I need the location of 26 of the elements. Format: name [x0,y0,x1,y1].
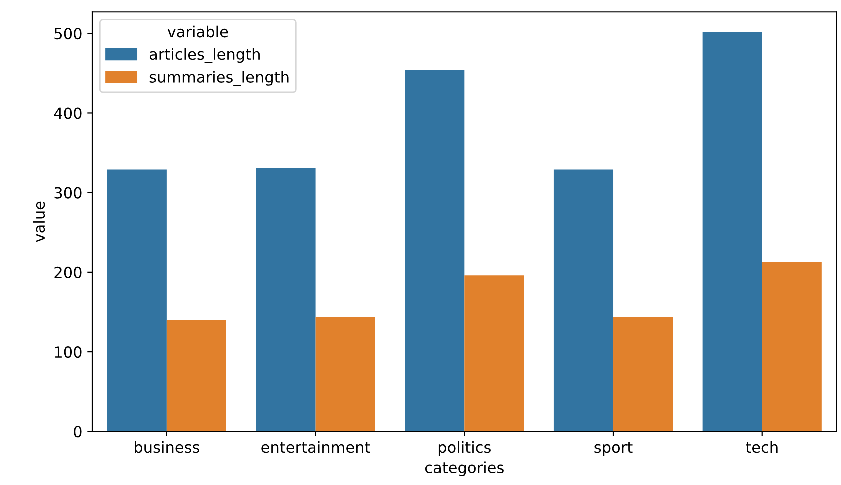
bar [405,70,465,432]
y-tick-label: 400 [54,108,82,120]
bar [762,262,822,432]
y-tick-label: 100 [55,346,82,358]
bar [614,317,674,432]
x-tick-label: sport [594,442,633,456]
y-tick-label: 300 [54,187,82,199]
bar [702,32,762,432]
bar [166,320,226,432]
bar [107,170,167,432]
y-tick-label: 500 [54,28,82,40]
legend-label: articles_length [150,48,260,64]
legend-label: summaries_length [150,71,289,86]
y-axis-title: value [33,202,46,242]
x-tick-label: business [135,441,200,454]
bar [464,276,524,432]
bar [316,317,376,432]
x-tick-label: politics [438,441,491,456]
bar [554,170,614,432]
x-tick-label: entertainment [262,441,370,454]
bar [256,168,316,432]
legend-title: variable [168,26,228,38]
y-tick-label: 0 [74,426,82,438]
y-tick-label: 200 [54,266,82,278]
x-tick-label: tech [746,441,778,454]
x-axis-title: categories [425,462,504,476]
